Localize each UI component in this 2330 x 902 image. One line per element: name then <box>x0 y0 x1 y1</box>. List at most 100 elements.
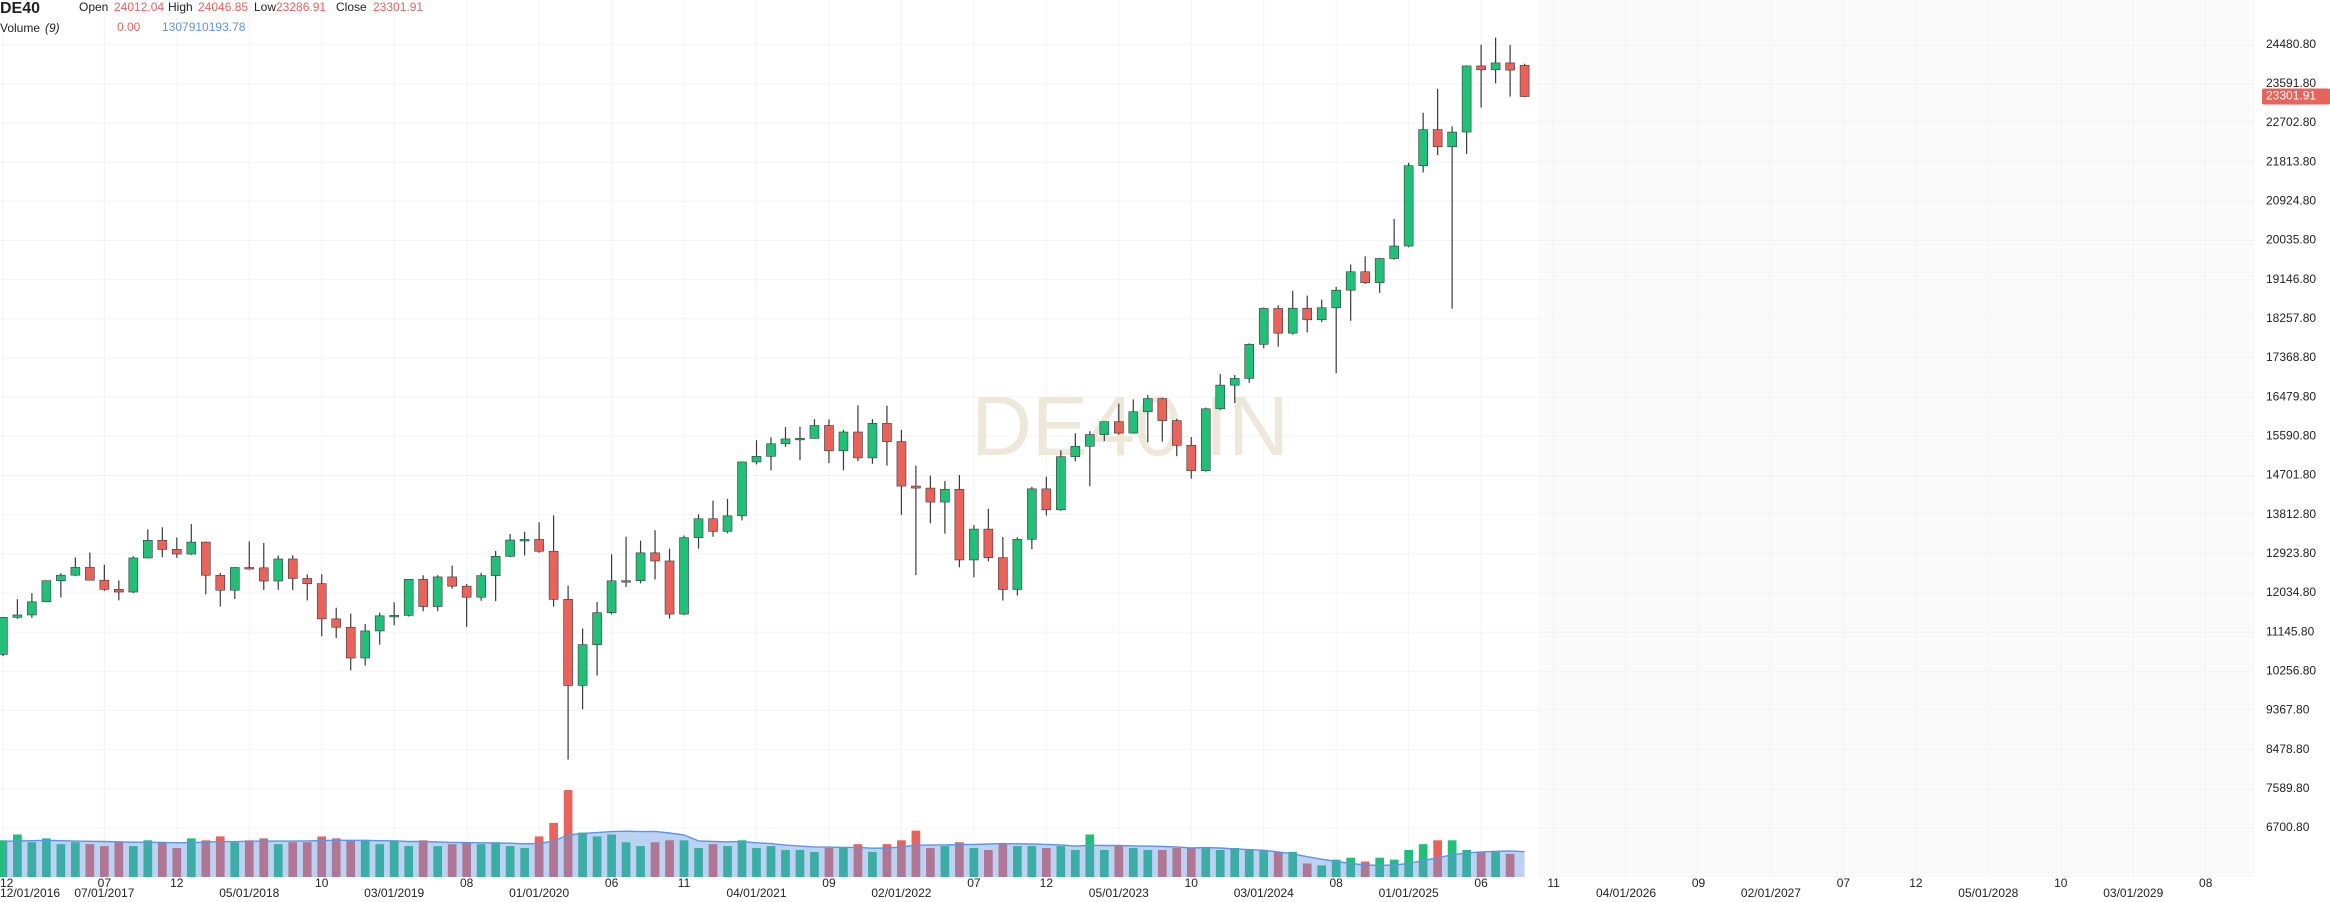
volume-bar <box>143 840 153 877</box>
volume-bar <box>172 848 182 877</box>
x-tick-label: 10 <box>315 876 329 890</box>
volume-bar <box>1331 859 1341 877</box>
volume-bar <box>27 842 37 877</box>
candle-body <box>911 485 921 489</box>
y-tick-label: 18257.80 <box>2266 311 2316 325</box>
volume-bar <box>810 851 819 877</box>
last-price-label: 23301.91 <box>2266 89 2316 103</box>
candle-body <box>172 549 182 555</box>
candle-body <box>229 567 240 591</box>
volume-bar <box>636 846 645 877</box>
volume-bar <box>737 840 747 877</box>
volume-bar <box>1360 861 1370 877</box>
volume-bar <box>679 840 689 877</box>
volume-bar <box>723 846 732 877</box>
volume-bar <box>186 838 196 877</box>
candle-body <box>664 560 675 615</box>
candle-body <box>316 583 327 620</box>
volume-bar <box>230 842 240 877</box>
y-tick-label: 14701.80 <box>2266 468 2316 482</box>
x-tick-label: 07 <box>967 876 981 890</box>
candle-body <box>1099 421 1110 435</box>
volume-bar <box>563 790 573 877</box>
volume-bar <box>1302 863 1312 877</box>
volume-bar <box>1491 851 1500 877</box>
volume-bar <box>1433 840 1442 877</box>
candle-body <box>389 615 399 618</box>
candle-body <box>302 578 313 584</box>
candle-body <box>1085 434 1095 447</box>
candle-body <box>722 515 733 532</box>
candle-body <box>1229 378 1240 386</box>
volume-bar <box>1273 851 1283 877</box>
volume-bar <box>505 846 515 877</box>
candle-body <box>577 644 588 686</box>
volume-bar <box>302 842 312 877</box>
candle-body <box>374 615 385 632</box>
candle-body <box>1418 129 1428 167</box>
candle-body <box>215 574 226 591</box>
legend-header: DE40 Open 24012.04 High 24046.85 Low 232… <box>0 0 423 35</box>
volume-bar <box>317 836 327 877</box>
candle-body <box>461 585 472 598</box>
volume-bar <box>114 842 124 877</box>
candle-body <box>1447 131 1457 148</box>
volume-bar <box>99 846 109 877</box>
candle-body <box>1244 344 1255 379</box>
volume-label: Volume <box>0 21 40 35</box>
volume-bar <box>273 844 283 877</box>
volume-bar <box>853 844 863 877</box>
volume-bar <box>0 840 8 877</box>
volume-bar <box>462 842 471 877</box>
volume-bar <box>1070 849 1080 877</box>
x-tick-label: 11 <box>1547 876 1560 890</box>
candle-body <box>1215 384 1226 410</box>
volume-bar <box>1346 857 1356 877</box>
candle-body <box>403 579 414 616</box>
x-tick-label: 02/01/2022 <box>871 886 931 900</box>
volume-bar <box>404 846 414 877</box>
candle-body <box>200 541 211 576</box>
candle-body <box>258 567 269 582</box>
volume-bar <box>1230 848 1240 877</box>
volume-bar <box>42 838 51 877</box>
volume-bar <box>1186 848 1196 877</box>
candle-body <box>1171 420 1182 446</box>
volume-ma-area <box>2 831 1525 877</box>
candle-body <box>447 576 457 587</box>
candle-body <box>1157 398 1168 421</box>
volume-bar <box>839 848 848 877</box>
candle-body <box>1070 445 1081 457</box>
x-tick-label: 12 <box>170 876 184 890</box>
y-tick-label: 8478.80 <box>2266 742 2310 756</box>
candle-body <box>548 550 559 600</box>
candle-body <box>983 528 994 559</box>
candle-body <box>114 588 124 593</box>
volume-bar <box>244 840 254 877</box>
candle-body <box>1302 307 1312 321</box>
volume-bar <box>795 849 805 877</box>
candle-body <box>1331 289 1341 309</box>
y-tick-label: 24480.80 <box>2266 37 2316 51</box>
y-tick-label: 9367.80 <box>2266 703 2310 717</box>
x-tick-label: 03/01/2024 <box>1234 886 1294 900</box>
volume-bar <box>157 842 167 877</box>
x-tick-label: 10 <box>1185 876 1199 890</box>
candle-body <box>1316 307 1327 321</box>
volume-bar <box>1085 834 1095 877</box>
candle-body <box>954 488 965 561</box>
volume-bar <box>1027 846 1037 877</box>
candle-body <box>1258 308 1269 345</box>
volume-bar <box>447 844 457 877</box>
y-tick-label: 19146.80 <box>2266 272 2316 286</box>
candle-body <box>1056 456 1066 511</box>
volume-bar <box>897 840 906 877</box>
open-label: Open <box>79 0 108 14</box>
x-tick-label: 10 <box>2054 876 2068 890</box>
volume-ma-line <box>2 830 1525 867</box>
candle-body <box>998 557 1008 590</box>
x-tick-label: 09 <box>822 876 836 890</box>
x-tick-label: 07 <box>98 876 112 890</box>
candle-body <box>882 423 892 442</box>
